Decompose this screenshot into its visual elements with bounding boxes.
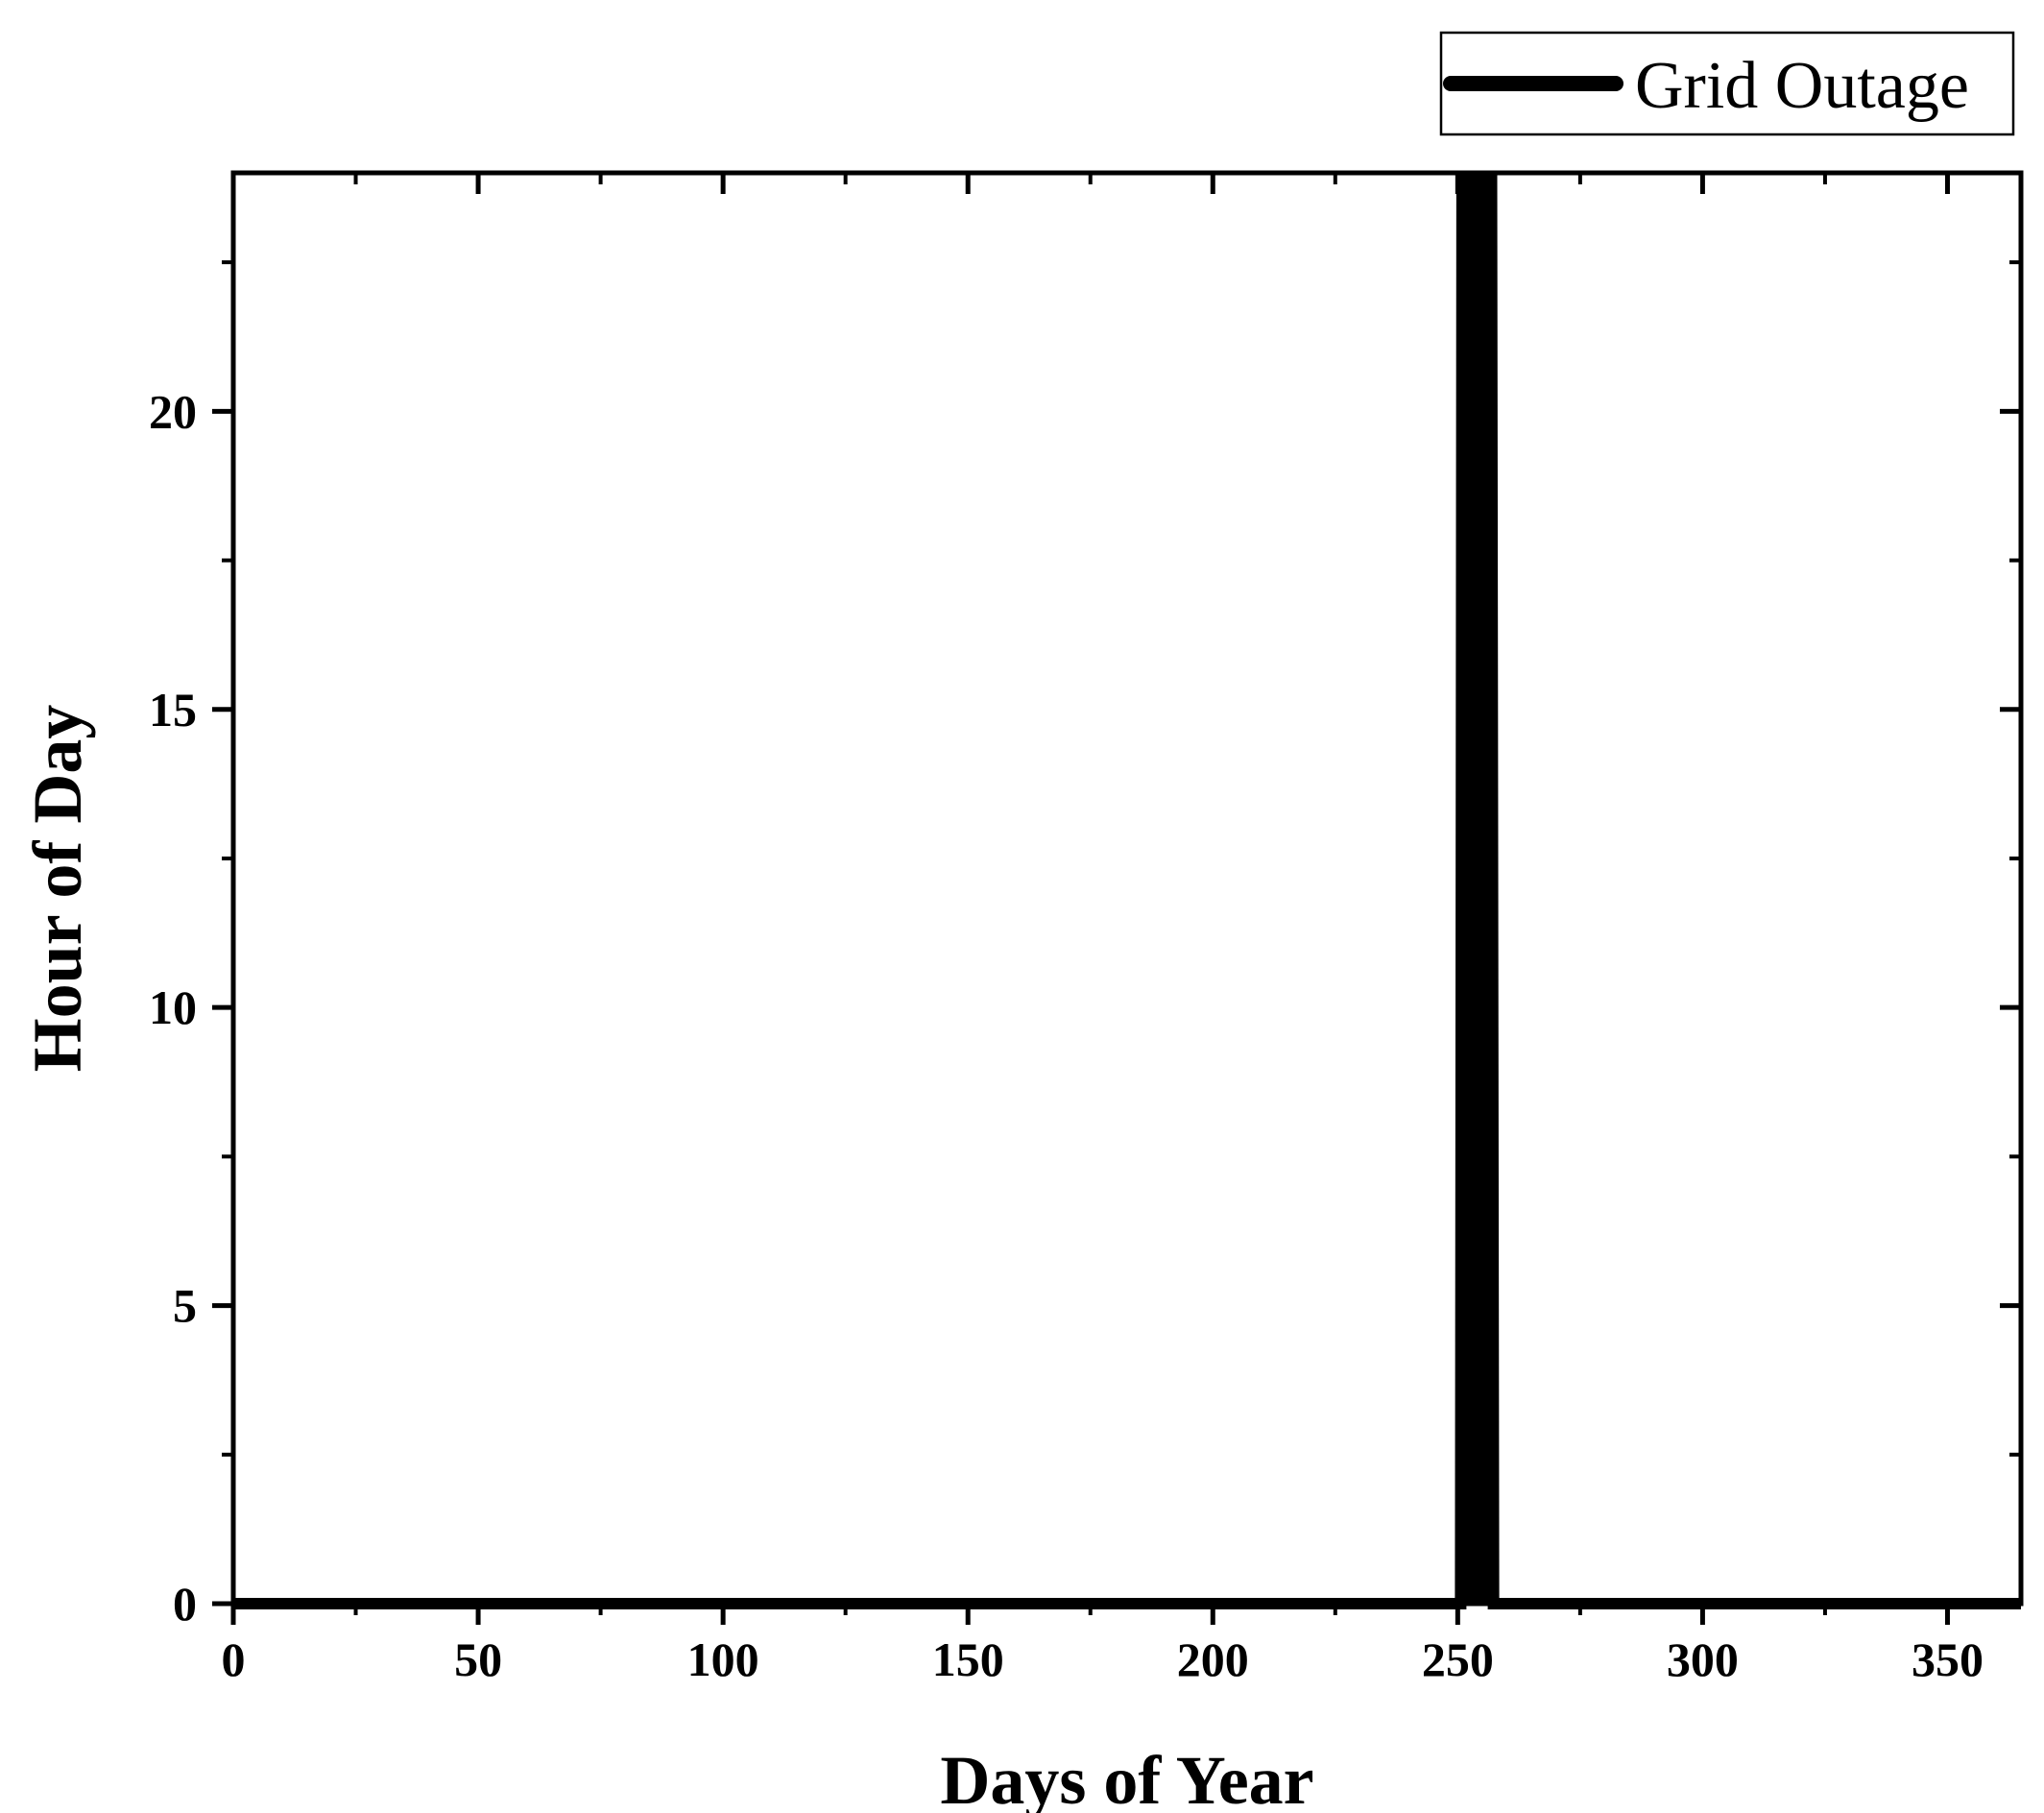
y-tick-label: 5 (173, 1279, 197, 1333)
x-tick-label: 200 (1177, 1632, 1249, 1686)
y-tick-label: 10 (149, 980, 197, 1034)
series-layer (233, 172, 2021, 1609)
x-tick-label: 0 (222, 1632, 246, 1686)
x-axis-title: Days of Year (940, 1742, 1313, 1813)
plot-frame (230, 170, 2024, 1607)
series-line-grid-outage (233, 172, 2021, 1609)
legend-label-grid-outage: Grid Outage (1635, 49, 1969, 123)
x-tick-label: 150 (932, 1632, 1004, 1686)
y-axis-title: Hour of Day (19, 705, 96, 1073)
x-tick-label: 250 (1422, 1632, 1494, 1686)
x-tick-label: 350 (1912, 1632, 1984, 1686)
x-tick-label: 100 (687, 1632, 759, 1686)
legend: Grid Outage (1439, 31, 2015, 136)
x-tick-label: 300 (1667, 1632, 1739, 1686)
ticks-layer: 0 50 100 150 200 250 300 350 0 5 10 15 20 (149, 173, 2021, 1686)
y-tick-label: 15 (149, 683, 197, 737)
y-tick-label: 0 (173, 1577, 197, 1631)
x-tick-label: 50 (454, 1632, 502, 1686)
y-tick-label: 20 (149, 384, 197, 438)
